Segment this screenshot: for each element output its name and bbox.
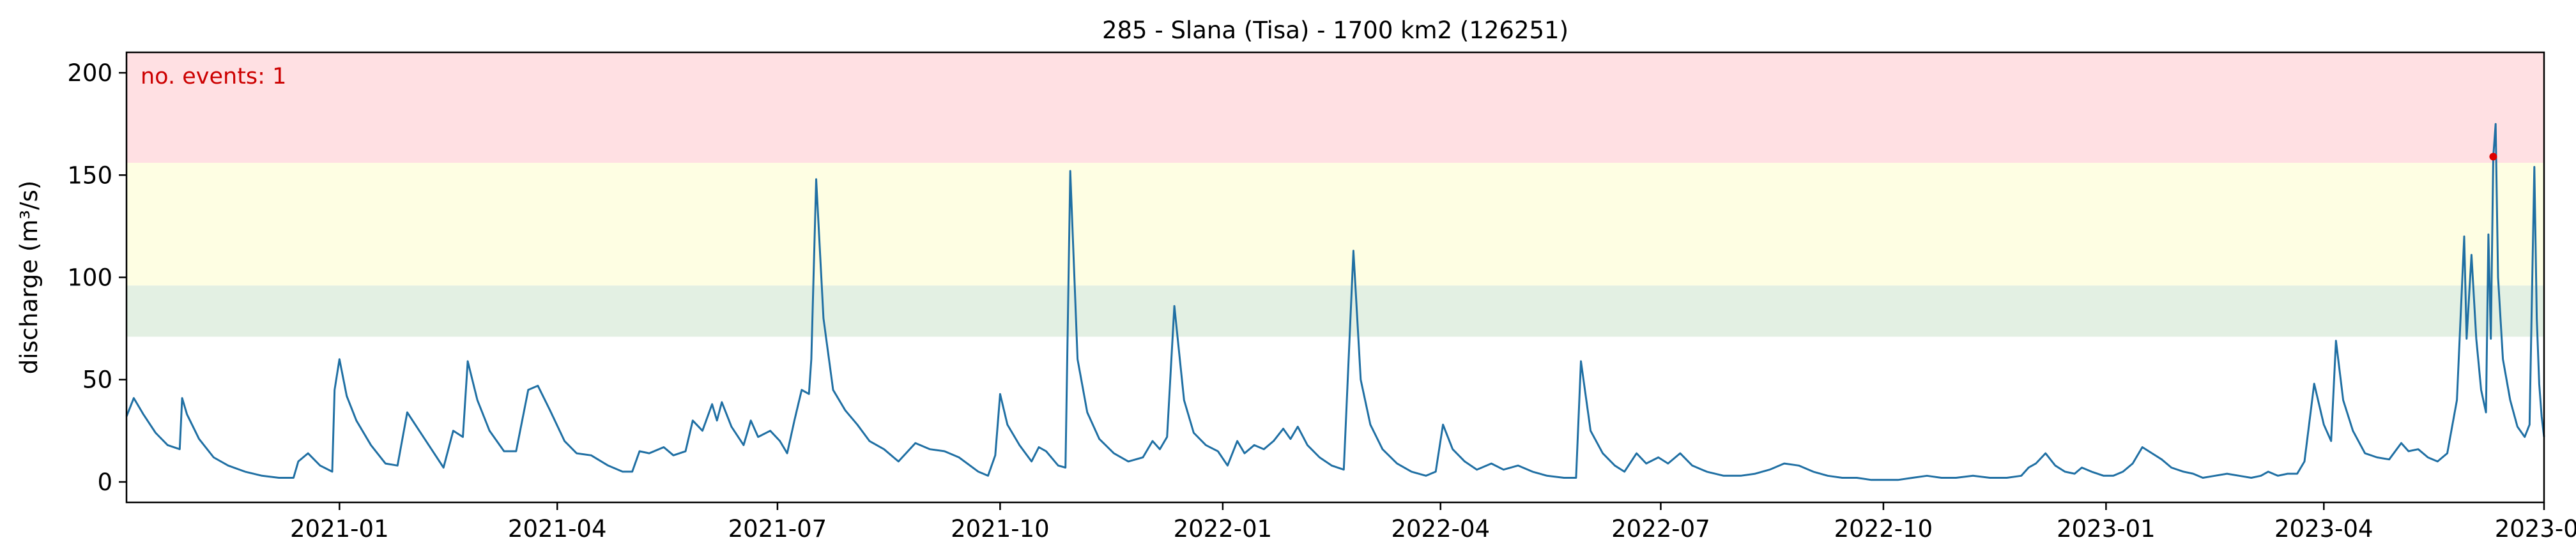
- threshold-bands: [126, 52, 2544, 337]
- x-tick-label: 2023-04: [2274, 515, 2373, 543]
- x-tick-label: 2023-07: [2495, 515, 2576, 543]
- x-tick-label: 2022-04: [1391, 515, 1490, 543]
- y-tick-label: 100: [67, 264, 112, 292]
- x-tick-label: 2023-01: [2057, 515, 2156, 543]
- x-tick-label: 2021-07: [728, 515, 827, 543]
- band-red-zone: [126, 52, 2544, 163]
- x-tick-label: 2022-07: [1611, 515, 1710, 543]
- x-tick-label: 2022-01: [1174, 515, 1273, 543]
- y-axis-label: discharge (m³/s): [15, 181, 43, 375]
- event-count-annotation: no. events: 1: [141, 64, 286, 89]
- x-tick-label: 2022-10: [1834, 515, 1933, 543]
- y-tick-label: 150: [67, 162, 112, 189]
- x-tick-label: 2021-01: [290, 515, 389, 543]
- x-tick-label: 2021-04: [508, 515, 607, 543]
- band-yellow-zone: [126, 163, 2544, 286]
- x-axis: 2021-01 2021-04 2021-07 2021-10 2022-01 2022-…: [290, 502, 2576, 543]
- y-axis: 0 50 100 150 200: [67, 59, 126, 496]
- y-tick-label: 0: [97, 469, 112, 496]
- y-tick-label: 50: [82, 366, 112, 394]
- event-marker: [2489, 153, 2497, 161]
- discharge-series-line: [125, 123, 2545, 481]
- y-tick-label: 200: [67, 59, 112, 87]
- band-green-zone: [126, 285, 2544, 337]
- x-tick-label: 2021-10: [951, 515, 1050, 543]
- chart-title: 285 - Slana (Tisa) - 1700 km2 (126251): [1102, 17, 1568, 44]
- plot-frame: [125, 51, 2545, 504]
